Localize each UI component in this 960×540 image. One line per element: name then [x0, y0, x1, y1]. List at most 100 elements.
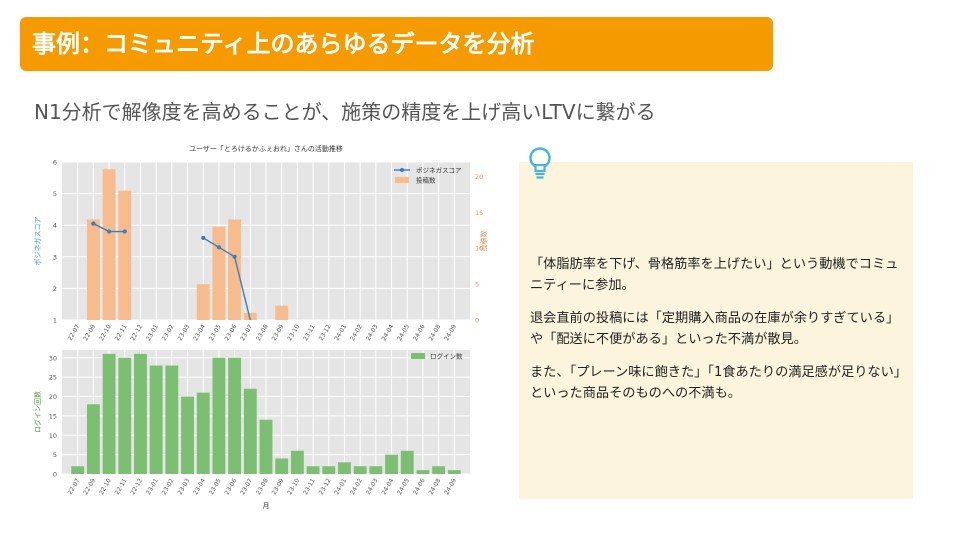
- x-tick-label: 22-11: [114, 323, 129, 342]
- y-tick-label: 30: [49, 354, 57, 362]
- y-tick-label: 4: [53, 222, 57, 230]
- posts-bar: [102, 169, 116, 320]
- posts-bar: [86, 219, 100, 320]
- x-tick-label: 23-08: [255, 323, 270, 342]
- x-tick-label: 24-01: [333, 477, 348, 496]
- x-tick-label: 23-12: [318, 323, 333, 342]
- note-paragraph: また、「プレーン味に飽きた」「1食あたりの満足感が足りない」といった商品そのもの…: [530, 365, 901, 401]
- title-banner: 事例：コミュニティ上のあらゆるデータを分析: [20, 17, 773, 71]
- posts-bar: [243, 312, 257, 320]
- login-bar: [86, 404, 100, 474]
- login-bar: [275, 458, 289, 474]
- y-tick-label: 3: [53, 253, 57, 261]
- positive-score-point: [122, 229, 127, 234]
- x-tick-label: 24-03: [365, 323, 380, 342]
- y2-tick-label: 10: [475, 245, 483, 253]
- login-bar: [212, 357, 226, 474]
- login-bar: [432, 466, 446, 474]
- x-tick-label: 23-03: [176, 323, 191, 342]
- positive-score-point: [91, 221, 96, 226]
- x-tick-label: 23-07: [239, 477, 254, 496]
- x-tick-label: 23-08: [255, 477, 270, 496]
- x-tick-label: 23-06: [224, 323, 239, 342]
- x-tick-label: 22-09: [82, 477, 97, 496]
- positive-score-point: [216, 245, 222, 250]
- y2-tick-label: 20: [475, 173, 483, 181]
- y-axis-label: ログイン回数: [33, 391, 42, 433]
- y2-axis-label: 投稿数: [479, 231, 488, 252]
- x-tick-label: 23-09: [271, 323, 286, 342]
- y-axis-label: ポジネガスコア: [33, 217, 42, 266]
- activity-chart-svg: 1 2 3 4 5 6 0 5 10 15 20 ユーザー「とろけるかふぇおれ」さんの活動推移ポジネガ…: [33, 144, 488, 510]
- x-tick-label: 22-09: [82, 323, 97, 342]
- login-bar: [353, 466, 367, 474]
- y2-tick-label: 0: [475, 317, 479, 325]
- page-title: 事例：コミュニティ上のあらゆるデータを分析: [32, 30, 535, 58]
- x-tick-label: 23-12: [318, 477, 333, 496]
- note-text: 「体脂肪率を下げ、骨格筋率を上げたい」という動機でコミュニティーに参加。 退会直…: [530, 254, 905, 416]
- posts-bar: [275, 305, 289, 320]
- login-bar: [400, 450, 414, 474]
- y-tick-label: 25: [49, 374, 57, 382]
- login-bar: [102, 353, 116, 474]
- chart-title: ユーザー「とろけるかふぇおれ」さんの活動推移: [189, 144, 343, 153]
- x-tick-label: 23-11: [302, 477, 317, 496]
- note-paragraph: 「体脂肪率を下げ、骨格筋率を上げたい」という動機でコミュニティーに参加。: [530, 257, 899, 293]
- positive-score-point: [201, 235, 206, 240]
- x-tick-label: 24-05: [396, 323, 411, 342]
- x-tick-label: 23-09: [271, 477, 286, 496]
- legend-label: ポジネガスコア: [416, 166, 462, 175]
- x-tick-label: 23-04: [192, 477, 207, 496]
- x-tick-label: 24-08: [428, 477, 443, 496]
- x-axis-label: 月: [263, 502, 270, 510]
- x-tick-label: 23-02: [161, 477, 176, 496]
- login-bar: [196, 392, 210, 474]
- login-bar: [306, 466, 320, 474]
- x-tick-label: 23-06: [224, 477, 239, 496]
- x-tick-label: 24-08: [428, 323, 443, 342]
- x-tick-label: 24-09: [443, 477, 458, 496]
- x-tick-label: 24-02: [349, 323, 364, 342]
- x-tick-label: 24-04: [380, 323, 395, 342]
- login-bar: [385, 454, 398, 474]
- login-bar: [149, 365, 163, 474]
- x-tick-label: 23-05: [208, 323, 223, 342]
- x-tick-label: 23-10: [286, 477, 301, 496]
- x-tick-label: 24-01: [333, 323, 348, 342]
- y-tick-label: 20: [49, 393, 57, 401]
- x-tick-label: 22-10: [98, 477, 113, 496]
- positive-score-line: [202, 237, 251, 321]
- note-panel: [519, 162, 913, 499]
- activity-chart: 1 2 3 4 5 6 0 5 10 15 20 ユーザー「とろけるかふぇおれ」さんの活動推移 ポジネガ…: [26, 138, 496, 518]
- y-tick-label: 0: [53, 471, 57, 479]
- y-tick-label: 1: [53, 317, 57, 325]
- login-bar: [338, 462, 351, 474]
- login-bar: [228, 357, 242, 474]
- x-tick-label: 24-04: [380, 477, 395, 496]
- posts-bar: [196, 284, 210, 320]
- legend-swatch: [395, 177, 409, 183]
- x-tick-label: 23-03: [176, 477, 191, 496]
- login-bar: [447, 470, 461, 474]
- x-tick-label: 23-07: [239, 323, 254, 342]
- login-bar: [165, 365, 179, 474]
- note-paragraph: 退会直前の投稿には「定期購入商品の在庫が余りすぎている」や「配送に不便がある」と…: [530, 311, 900, 347]
- login-bar: [416, 470, 430, 474]
- y-tick-label: 5: [53, 190, 57, 198]
- login-bar: [181, 396, 194, 474]
- legend-swatch: [411, 353, 425, 359]
- y2-tick-label: 15: [475, 209, 483, 217]
- login-bar: [322, 466, 336, 474]
- y-tick-label: 15: [49, 412, 57, 420]
- positive-score-point: [232, 254, 237, 259]
- positive-score-point: [106, 229, 112, 234]
- page-subtitle: N1分析で解像度を高めることが、施策の精度を上げ高いLTVに繋がる: [34, 100, 656, 124]
- x-tick-label: 24-05: [396, 477, 411, 496]
- x-tick-label: 24-03: [365, 477, 380, 496]
- x-tick-label: 23-01: [145, 477, 160, 496]
- x-tick-label: 24-02: [349, 477, 364, 496]
- x-tick-label: 24-09: [443, 323, 458, 342]
- x-tick-label: 22-10: [98, 323, 113, 342]
- login-bar: [243, 388, 257, 474]
- login-bar: [118, 357, 132, 474]
